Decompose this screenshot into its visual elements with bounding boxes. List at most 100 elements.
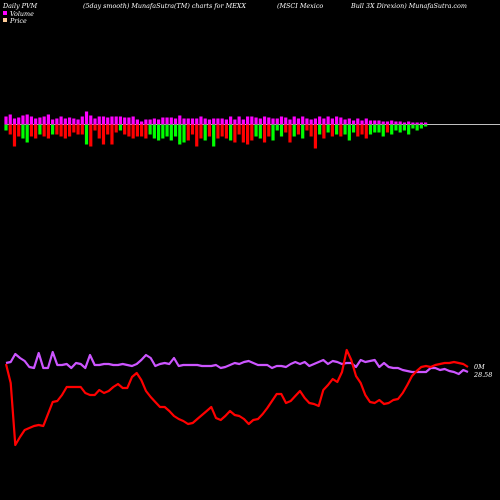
pvm-bar-bottom [271, 124, 275, 141]
pvm-bar-top [17, 117, 21, 125]
pvm-bar-top [161, 117, 165, 125]
pvm-bar-bottom [330, 124, 334, 137]
pvm-bar-top [309, 119, 313, 125]
pvm-bar-top [25, 114, 29, 125]
pvm-bar-top [118, 116, 123, 125]
pvm-bar-top [330, 118, 334, 125]
pvm-bar-top [424, 122, 428, 125]
pvm-bar-bottom [241, 124, 245, 143]
pvm-bar-top [267, 117, 271, 125]
pvm-bar-top [76, 119, 80, 125]
header-right-b: Bull 3X Direxion) MunafaSutra.com [350, 2, 467, 10]
pvm-bar-bottom [72, 124, 76, 133]
pvm-bar-top [407, 121, 411, 125]
pvm-bar-bottom [237, 124, 241, 135]
pvm-bar-bottom [12, 124, 17, 147]
legend-price-label: Price [9, 17, 27, 25]
pvm-bar-top [411, 122, 415, 125]
pvm-bar-bottom [144, 124, 148, 139]
pvm-bar-top [394, 121, 398, 125]
pvm-bar-bottom [415, 124, 419, 131]
pvm-bar-bottom [110, 124, 114, 145]
pvm-bar-bottom [407, 124, 411, 135]
pvm-bar-top [186, 118, 190, 125]
pvm-bar-bottom [322, 124, 326, 139]
pvm-bar-top [178, 115, 182, 125]
price-line [4, 348, 469, 447]
pvm-bar-bottom [118, 124, 123, 131]
pvm-bar-top [368, 120, 373, 125]
pvm-bar-bottom [42, 124, 46, 137]
pvm-bar-bottom [212, 124, 216, 147]
pvm-bar-top [127, 117, 131, 125]
pvm-bar-bottom [318, 124, 322, 135]
pvm-bar-bottom [385, 124, 390, 133]
pvm-bar-bottom [161, 124, 165, 139]
pvm-bar-top [207, 119, 212, 125]
pvm-bar-top [190, 118, 195, 125]
pvm-bar-bottom [288, 124, 292, 143]
pvm-bars [4, 111, 428, 149]
pvm-bar-bottom [279, 124, 284, 137]
pvm-bar-top [415, 122, 419, 125]
pvm-bar-bottom [195, 124, 199, 147]
pvm-bar-top [42, 116, 46, 125]
pvm-bar-top [385, 121, 390, 125]
pvm-bar-bottom [347, 124, 351, 141]
pvm-bar-top [271, 118, 275, 125]
pvm-bar-top [398, 121, 402, 125]
pvm-bar-bottom [250, 124, 254, 141]
pvm-bar-top [12, 118, 17, 125]
pvm-bar-top [377, 120, 381, 125]
pvm-bar-top [199, 116, 203, 125]
pvm-bar-top [106, 117, 110, 125]
pvm-bar-bottom [25, 124, 29, 143]
pvm-bar-top [93, 118, 97, 125]
pvm-bar-top [356, 118, 360, 125]
pvm-bar-bottom [84, 124, 89, 145]
pvm-bar-bottom [106, 124, 110, 135]
pvm-bar-bottom [152, 124, 156, 139]
price-value-label: 28.58 [473, 371, 492, 379]
header-right-a: (MSCI Mexico [277, 2, 323, 10]
pvm-bar-top [343, 119, 347, 125]
pvm-bar-bottom [89, 124, 93, 147]
pvm-bar-top [220, 118, 224, 125]
pvm-bar-top [89, 115, 93, 125]
pvm-bar-top [373, 120, 377, 125]
legend-volume-swatch [3, 11, 7, 15]
pvm-bar-bottom [93, 124, 97, 131]
pvm-bar-bottom [356, 124, 360, 137]
pvm-bar-bottom [419, 124, 423, 129]
pvm-bar-bottom [51, 124, 55, 135]
pvm-bar-top [284, 117, 288, 125]
pvm-bar-top [59, 116, 63, 125]
pvm-bar-top [38, 117, 42, 125]
pvm-bar-top [182, 118, 186, 125]
pvm-bar-top [46, 114, 50, 125]
pvm-bar-top [275, 118, 279, 125]
pvm-bar-top [262, 116, 267, 125]
pvm-bar-top [29, 116, 34, 125]
pvm-bar-top [140, 121, 144, 125]
pvm-bar-top [135, 119, 139, 125]
pvm-bar-top [97, 116, 101, 125]
pvm-bar-bottom [186, 124, 190, 141]
pvm-bar-bottom [373, 124, 377, 133]
pvm-bar-top [80, 116, 84, 125]
pvm-bar-top [169, 117, 173, 125]
pvm-bar-top [34, 118, 38, 125]
pvm-bar-bottom [233, 124, 237, 143]
pvm-bar-bottom [76, 124, 80, 135]
pvm-bar-bottom [29, 124, 34, 137]
pvm-bar-top [292, 116, 296, 125]
pvm-bar-top [305, 118, 309, 125]
pvm-bar-bottom [80, 124, 84, 135]
pvm-bar-bottom [335, 124, 339, 135]
pvm-bar-top [246, 116, 250, 125]
header-left: Daily PVM [2, 2, 38, 10]
pvm-bar-bottom [131, 124, 135, 139]
pvm-bar-bottom [267, 124, 271, 137]
pvm-bar-top [237, 116, 241, 125]
